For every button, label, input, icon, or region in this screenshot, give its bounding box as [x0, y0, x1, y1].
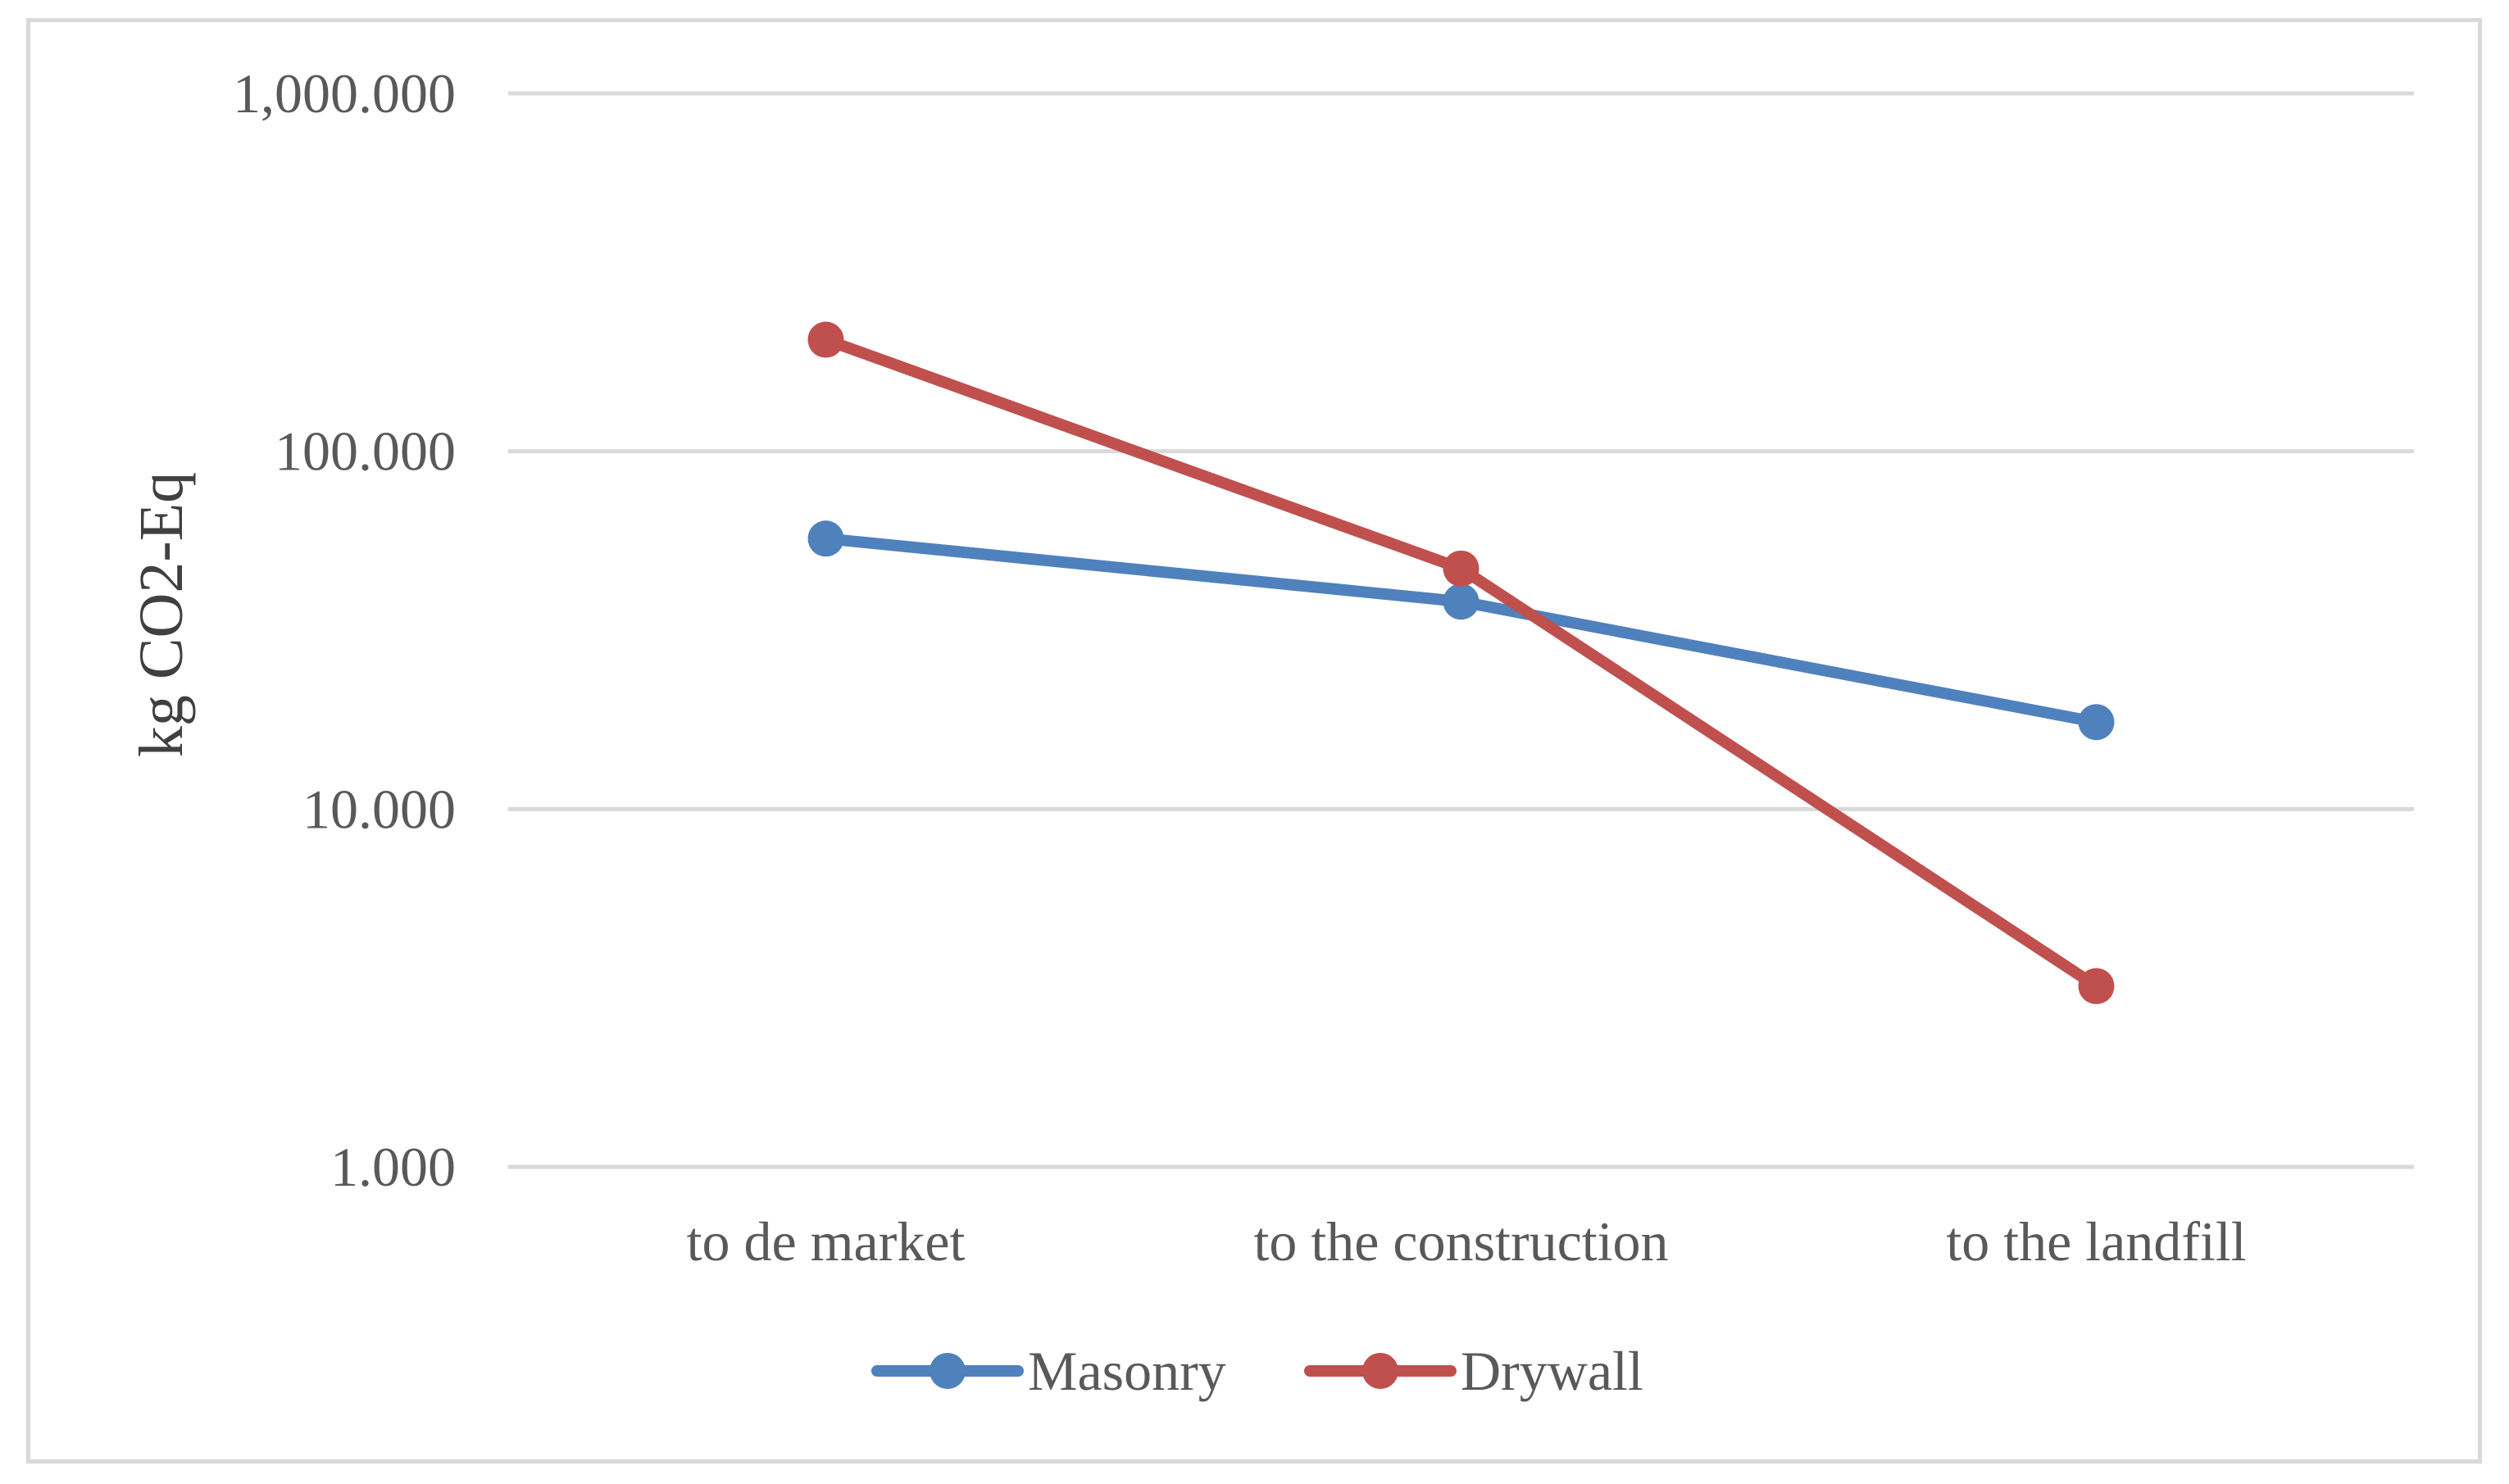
x-tick-label: to de market — [687, 1210, 966, 1273]
x-tick-label: to the construction — [1253, 1210, 1668, 1273]
y-tick-label: 100.000 — [275, 420, 456, 483]
series-drywall — [807, 321, 2115, 1005]
data-point — [1443, 583, 1479, 620]
data-point — [2078, 968, 2115, 1005]
data-point — [807, 520, 844, 557]
gridlines — [508, 91, 2414, 1169]
series-masonry — [807, 520, 2115, 741]
series-lines — [807, 321, 2115, 1005]
data-point — [1443, 550, 1479, 587]
x-tick-label: to the landfill — [1946, 1210, 2246, 1273]
y-tick-label: 1.000 — [330, 1136, 456, 1198]
y-tick-label: 1,000.000 — [233, 62, 456, 125]
x-axis-tick-labels: to de market to the construction to the la… — [687, 1210, 2247, 1273]
chart-frame — [26, 18, 2482, 1464]
legend-label: Masonry — [1028, 1340, 1226, 1402]
y-tick-label: 10.000 — [302, 778, 456, 840]
legend-marker — [930, 1353, 966, 1389]
legend-item-drywall: Drywall — [1304, 1340, 1643, 1402]
legend-marker — [1362, 1353, 1398, 1389]
legend-item-masonry: Masonry — [871, 1340, 1226, 1402]
data-point — [2078, 704, 2115, 741]
data-point — [807, 321, 844, 358]
legend: Masonry Drywall — [871, 1340, 1643, 1402]
y-axis-title: kg CO2-Eq — [127, 472, 196, 757]
y-axis-tick-labels: 1,000.000 100.000 10.000 1.000 — [233, 62, 456, 1198]
series-line — [820, 334, 2102, 992]
legend-label: Drywall — [1461, 1340, 1643, 1402]
